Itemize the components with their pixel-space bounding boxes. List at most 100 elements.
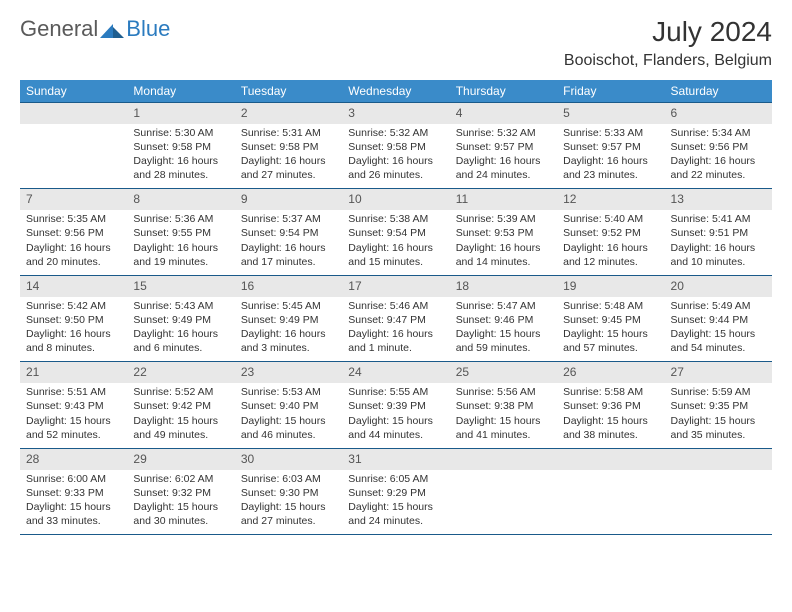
calendar-day-cell: 17Sunrise: 5:46 AMSunset: 9:47 PMDayligh…: [342, 275, 449, 361]
daylight-text: Daylight: 15 hours and 57 minutes.: [563, 327, 658, 355]
sunrise-text: Sunrise: 5:59 AM: [671, 385, 766, 399]
day-number-bar: 1: [127, 103, 234, 124]
day-number-bar: 6: [665, 103, 772, 124]
day-number-bar: 18: [450, 276, 557, 297]
weekday-header: Monday: [127, 80, 234, 103]
sunset-text: Sunset: 9:32 PM: [133, 486, 228, 500]
day-number-bar: 19: [557, 276, 664, 297]
day-data: Sunrise: 5:41 AMSunset: 9:51 PMDaylight:…: [665, 210, 772, 275]
sunset-text: Sunset: 9:58 PM: [348, 140, 443, 154]
daylight-text: Daylight: 15 hours and 33 minutes.: [26, 500, 121, 528]
calendar-day-cell: 22Sunrise: 5:52 AMSunset: 9:42 PMDayligh…: [127, 362, 234, 448]
daylight-text: Daylight: 16 hours and 28 minutes.: [133, 154, 228, 182]
sunrise-text: Sunrise: 5:34 AM: [671, 126, 766, 140]
day-number-bar: 8: [127, 189, 234, 210]
day-data: Sunrise: 5:53 AMSunset: 9:40 PMDaylight:…: [235, 383, 342, 448]
day-number-bar: 23: [235, 362, 342, 383]
calendar-day-cell: 12Sunrise: 5:40 AMSunset: 9:52 PMDayligh…: [557, 189, 664, 275]
day-number-bar: 16: [235, 276, 342, 297]
calendar-day-cell: 25Sunrise: 5:56 AMSunset: 9:38 PMDayligh…: [450, 362, 557, 448]
day-number-bar: 15: [127, 276, 234, 297]
daylight-text: Daylight: 16 hours and 23 minutes.: [563, 154, 658, 182]
daylight-text: Daylight: 15 hours and 38 minutes.: [563, 414, 658, 442]
day-data: Sunrise: 5:47 AMSunset: 9:46 PMDaylight:…: [450, 297, 557, 362]
day-data: Sunrise: 5:52 AMSunset: 9:42 PMDaylight:…: [127, 383, 234, 448]
sunset-text: Sunset: 9:33 PM: [26, 486, 121, 500]
sunrise-text: Sunrise: 5:49 AM: [671, 299, 766, 313]
day-data: Sunrise: 5:36 AMSunset: 9:55 PMDaylight:…: [127, 210, 234, 275]
calendar-day-cell: [557, 448, 664, 534]
daylight-text: Daylight: 16 hours and 26 minutes.: [348, 154, 443, 182]
sunset-text: Sunset: 9:47 PM: [348, 313, 443, 327]
calendar-day-cell: 9Sunrise: 5:37 AMSunset: 9:54 PMDaylight…: [235, 189, 342, 275]
calendar-day-cell: 2Sunrise: 5:31 AMSunset: 9:58 PMDaylight…: [235, 103, 342, 189]
sunrise-text: Sunrise: 5:32 AM: [456, 126, 551, 140]
sunset-text: Sunset: 9:51 PM: [671, 226, 766, 240]
day-number-bar: 25: [450, 362, 557, 383]
sunset-text: Sunset: 9:30 PM: [241, 486, 336, 500]
daylight-text: Daylight: 15 hours and 24 minutes.: [348, 500, 443, 528]
calendar-day-cell: 31Sunrise: 6:05 AMSunset: 9:29 PMDayligh…: [342, 448, 449, 534]
sunrise-text: Sunrise: 5:45 AM: [241, 299, 336, 313]
day-data: Sunrise: 5:56 AMSunset: 9:38 PMDaylight:…: [450, 383, 557, 448]
calendar-day-cell: 30Sunrise: 6:03 AMSunset: 9:30 PMDayligh…: [235, 448, 342, 534]
calendar-body: 1Sunrise: 5:30 AMSunset: 9:58 PMDaylight…: [20, 103, 772, 535]
weekday-header: Sunday: [20, 80, 127, 103]
calendar-day-cell: [20, 103, 127, 189]
calendar-day-cell: 13Sunrise: 5:41 AMSunset: 9:51 PMDayligh…: [665, 189, 772, 275]
sunset-text: Sunset: 9:40 PM: [241, 399, 336, 413]
sunrise-text: Sunrise: 5:39 AM: [456, 212, 551, 226]
day-data: Sunrise: 5:49 AMSunset: 9:44 PMDaylight:…: [665, 297, 772, 362]
day-data: Sunrise: 5:34 AMSunset: 9:56 PMDaylight:…: [665, 124, 772, 189]
daylight-text: Daylight: 16 hours and 1 minute.: [348, 327, 443, 355]
sunset-text: Sunset: 9:43 PM: [26, 399, 121, 413]
daylight-text: Daylight: 16 hours and 10 minutes.: [671, 241, 766, 269]
weekday-header: Friday: [557, 80, 664, 103]
day-data: Sunrise: 6:05 AMSunset: 9:29 PMDaylight:…: [342, 470, 449, 535]
day-number-bar: 20: [665, 276, 772, 297]
day-data: Sunrise: 6:03 AMSunset: 9:30 PMDaylight:…: [235, 470, 342, 535]
sunrise-text: Sunrise: 5:52 AM: [133, 385, 228, 399]
sunset-text: Sunset: 9:56 PM: [26, 226, 121, 240]
sunrise-text: Sunrise: 6:03 AM: [241, 472, 336, 486]
daylight-text: Daylight: 15 hours and 46 minutes.: [241, 414, 336, 442]
day-number-bar: 30: [235, 449, 342, 470]
calendar-day-cell: 5Sunrise: 5:33 AMSunset: 9:57 PMDaylight…: [557, 103, 664, 189]
day-number-bar: 29: [127, 449, 234, 470]
day-number-bar: 22: [127, 362, 234, 383]
day-data: Sunrise: 5:59 AMSunset: 9:35 PMDaylight:…: [665, 383, 772, 448]
month-title: July 2024: [564, 16, 772, 48]
day-number-bar: 13: [665, 189, 772, 210]
title-block: July 2024 Booischot, Flanders, Belgium: [564, 16, 772, 70]
sunset-text: Sunset: 9:57 PM: [456, 140, 551, 154]
calendar-day-cell: 7Sunrise: 5:35 AMSunset: 9:56 PMDaylight…: [20, 189, 127, 275]
calendar-day-cell: 21Sunrise: 5:51 AMSunset: 9:43 PMDayligh…: [20, 362, 127, 448]
sunrise-text: Sunrise: 5:36 AM: [133, 212, 228, 226]
daylight-text: Daylight: 16 hours and 17 minutes.: [241, 241, 336, 269]
day-data: Sunrise: 5:30 AMSunset: 9:58 PMDaylight:…: [127, 124, 234, 189]
sunrise-text: Sunrise: 5:55 AM: [348, 385, 443, 399]
location-text: Booischot, Flanders, Belgium: [564, 52, 772, 70]
daylight-text: Daylight: 15 hours and 30 minutes.: [133, 500, 228, 528]
day-data: Sunrise: 5:39 AMSunset: 9:53 PMDaylight:…: [450, 210, 557, 275]
sunrise-text: Sunrise: 5:47 AM: [456, 299, 551, 313]
day-number-bar: 12: [557, 189, 664, 210]
weekday-header: Tuesday: [235, 80, 342, 103]
day-number-bar: [450, 449, 557, 470]
daylight-text: Daylight: 16 hours and 22 minutes.: [671, 154, 766, 182]
day-data: Sunrise: 5:35 AMSunset: 9:56 PMDaylight:…: [20, 210, 127, 275]
sunset-text: Sunset: 9:58 PM: [133, 140, 228, 154]
sunset-text: Sunset: 9:54 PM: [348, 226, 443, 240]
calendar-week-row: 7Sunrise: 5:35 AMSunset: 9:56 PMDaylight…: [20, 189, 772, 275]
day-data: Sunrise: 5:42 AMSunset: 9:50 PMDaylight:…: [20, 297, 127, 362]
sunset-text: Sunset: 9:42 PM: [133, 399, 228, 413]
day-data: Sunrise: 5:37 AMSunset: 9:54 PMDaylight:…: [235, 210, 342, 275]
sunrise-text: Sunrise: 6:05 AM: [348, 472, 443, 486]
daylight-text: Daylight: 15 hours and 27 minutes.: [241, 500, 336, 528]
calendar-day-cell: 16Sunrise: 5:45 AMSunset: 9:49 PMDayligh…: [235, 275, 342, 361]
day-data: Sunrise: 5:40 AMSunset: 9:52 PMDaylight:…: [557, 210, 664, 275]
daylight-text: Daylight: 16 hours and 3 minutes.: [241, 327, 336, 355]
sunrise-text: Sunrise: 5:43 AM: [133, 299, 228, 313]
brand-logo: General Blue: [20, 16, 170, 42]
day-number-bar: 7: [20, 189, 127, 210]
